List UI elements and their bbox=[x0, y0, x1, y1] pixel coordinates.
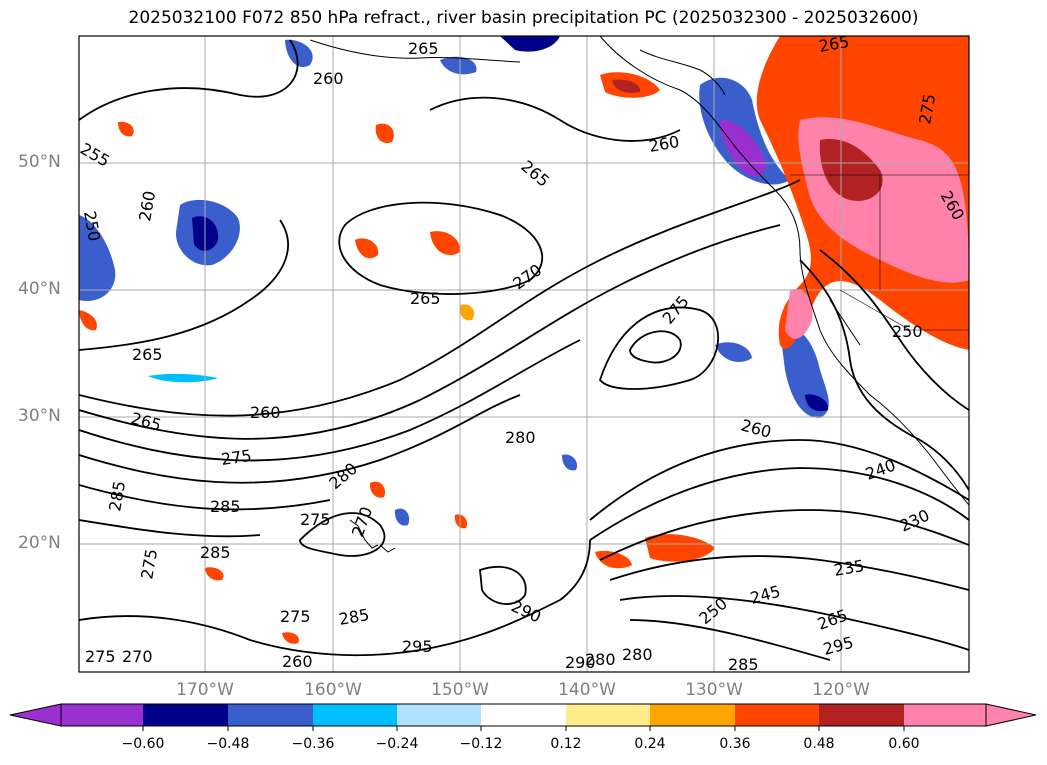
contour-label: 260 bbox=[282, 652, 313, 671]
borders bbox=[790, 174, 969, 331]
lat-label: 50°N bbox=[18, 152, 61, 172]
contour-label: 265 bbox=[410, 289, 441, 308]
plot-frame bbox=[78, 35, 970, 673]
colorbar-tick-label: −0.60 bbox=[121, 736, 165, 752]
colorbar-extend-high bbox=[985, 703, 1037, 727]
colorbar-tick-label: 0.36 bbox=[719, 736, 751, 752]
colorbar-tick-label: 0.24 bbox=[634, 736, 666, 752]
colorbar-tick-label: 0.12 bbox=[550, 736, 582, 752]
plot-area: 265 260 255 260 250 265 260 265 265 270 … bbox=[79, 32, 969, 674]
colorbar-segment bbox=[313, 704, 397, 726]
lon-label: 120°W bbox=[812, 680, 870, 700]
contour-label: 280 bbox=[505, 428, 536, 447]
colorbar-segment bbox=[904, 704, 986, 726]
lat-label: 20°N bbox=[18, 533, 61, 553]
contour-label: 265 bbox=[817, 32, 850, 56]
contour-label: 275 bbox=[85, 647, 116, 666]
colorbar-segment bbox=[61, 704, 143, 726]
colorbar-tick-label: −0.24 bbox=[375, 736, 419, 752]
lat-label: 40°N bbox=[18, 279, 61, 299]
coastlines bbox=[309, 36, 969, 553]
colorbar-segment bbox=[735, 704, 819, 726]
contour-label: 265 bbox=[408, 39, 439, 58]
colorbar-tick-label: 0.48 bbox=[803, 736, 835, 752]
contour-label: 260 bbox=[313, 69, 344, 88]
contour-label: 285 bbox=[728, 655, 759, 674]
contour-label: 270 bbox=[122, 647, 153, 666]
contour-label: 250 bbox=[892, 322, 923, 341]
lon-label: 160°W bbox=[304, 680, 362, 700]
contour-label: 275 bbox=[280, 607, 311, 626]
colorbar-tick-label: −0.48 bbox=[206, 736, 250, 752]
contour-label: 280 bbox=[622, 645, 653, 664]
colorbar-segment bbox=[228, 704, 313, 726]
lon-label: 130°W bbox=[685, 680, 743, 700]
lat-label: 30°N bbox=[18, 406, 61, 426]
gridlines bbox=[79, 36, 969, 672]
colorbar-tick-label: 0.60 bbox=[888, 736, 920, 752]
contour-label: 295 bbox=[402, 637, 433, 656]
contour-label: 290 bbox=[565, 653, 596, 672]
lon-label: 170°W bbox=[176, 680, 234, 700]
colorbar bbox=[9, 703, 1037, 731]
colorbar-segment bbox=[650, 704, 735, 726]
lon-label: 140°W bbox=[558, 680, 616, 700]
colorbar-segment bbox=[397, 704, 481, 726]
colorbar-tick-label: −0.36 bbox=[291, 736, 335, 752]
colorbar-extend-low bbox=[9, 703, 62, 727]
negative-precip-shading bbox=[79, 36, 829, 526]
contour-label: 285 bbox=[200, 543, 231, 562]
contour-label: 285 bbox=[210, 497, 241, 516]
contour-label: 275 bbox=[300, 510, 331, 529]
lon-label: 150°W bbox=[431, 680, 489, 700]
contour-label: 260 bbox=[250, 403, 281, 422]
colorbar-segment bbox=[819, 704, 904, 726]
colorbar-segment bbox=[566, 704, 650, 726]
contour-label: 265 bbox=[132, 345, 163, 364]
map-title: 2025032100 F072 850 hPa refract., river … bbox=[128, 8, 919, 28]
colorbar-segment bbox=[143, 704, 228, 726]
colorbar-tick-label: −0.12 bbox=[459, 736, 503, 752]
contour-label: 275 bbox=[220, 446, 253, 469]
contour-label: 280 bbox=[585, 650, 616, 669]
refractivity-contours bbox=[79, 39, 969, 661]
colorbar-segment bbox=[481, 704, 566, 726]
